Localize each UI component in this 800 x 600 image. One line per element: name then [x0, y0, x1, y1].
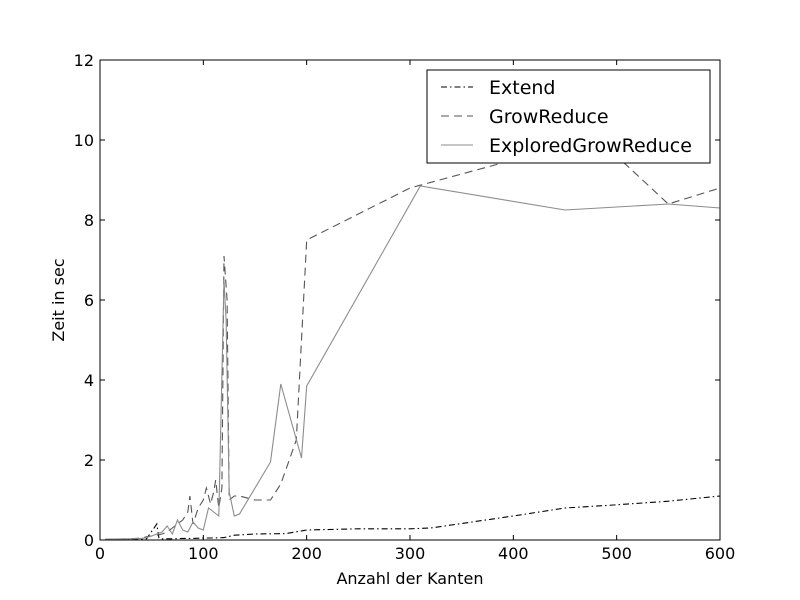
- y-tick-label: 10: [74, 131, 94, 150]
- series-line-exploredgrowreduce: [105, 185, 721, 540]
- legend-label-extend: Extend: [489, 77, 556, 99]
- series-layer: [105, 139, 721, 541]
- legend-label-growreduce: GrowReduce: [489, 106, 609, 128]
- y-tick-label: 12: [74, 51, 94, 70]
- x-tick-label: 600: [705, 544, 736, 563]
- series-line-growreduce: [105, 139, 721, 540]
- x-tick-label: 400: [498, 544, 529, 563]
- y-tick-label: 6: [84, 291, 94, 310]
- series-line-extend: [105, 495, 721, 541]
- legend-label-exploredgrowreduce: ExploredGrowReduce: [489, 135, 692, 157]
- y-tick-label: 2: [84, 451, 94, 470]
- ticks-layer: 0 100 200 300 400 500 600 0 2 4 6 8 10 12: [74, 51, 736, 563]
- x-tick-label: 200: [291, 544, 322, 563]
- legend: Extend GrowReduce ExploredGrowReduce: [426, 69, 711, 164]
- legend-box: [426, 69, 711, 164]
- y-tick-label: 4: [84, 371, 94, 390]
- x-tick-label: 100: [188, 544, 219, 563]
- x-tick-label: 500: [601, 544, 632, 563]
- y-axis-label: Zeit in sec: [49, 258, 68, 341]
- x-axis-label: Anzahl der Kanten: [336, 569, 483, 588]
- x-tick-label: 300: [395, 544, 426, 563]
- y-tick-label: 8: [84, 211, 94, 230]
- x-tick-label: 0: [95, 544, 105, 563]
- y-tick-label: 0: [84, 531, 94, 550]
